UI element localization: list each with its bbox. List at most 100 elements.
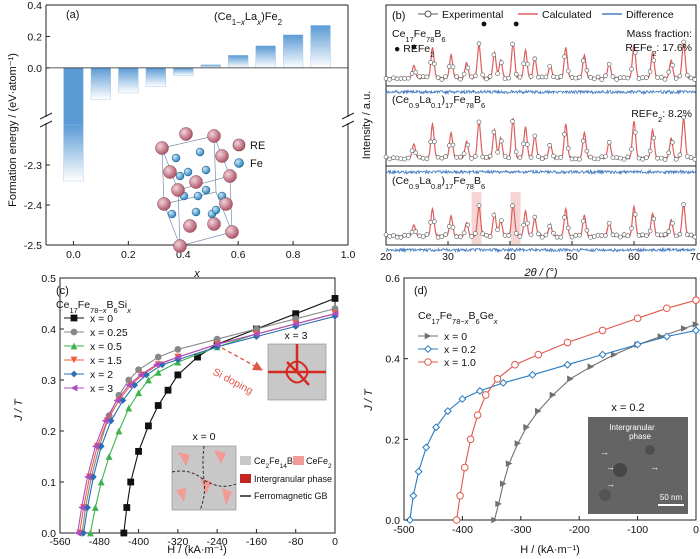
ytick-label: 0.0: [385, 515, 400, 527]
experimental-point: [432, 61, 437, 67]
experimental-point: [662, 232, 668, 237]
experimental-point: [610, 232, 616, 238]
legend-intergranular: Intergranular phase: [254, 474, 332, 484]
point-si-0.5: [144, 376, 152, 384]
point-ge-1.0: [692, 296, 700, 304]
panel-c-axes: -560 -480 -400 -320 -240 -160 -80 0 0.0 0.1 0.2 0.3…: [41, 273, 338, 548]
legend-marker: [70, 370, 78, 378]
experimental-point: [450, 142, 456, 148]
experimental-point: [610, 155, 616, 160]
experimental-point: [595, 74, 601, 80]
point-si-3: [78, 504, 86, 511]
point-si-2: [119, 397, 127, 404]
experimental-point: [651, 216, 657, 222]
experimental-point: [420, 74, 426, 79]
micrograph-arrow-3: →: [650, 462, 659, 472]
experimental-point: [647, 228, 653, 234]
legend-ferro-gb: Ferromagnetic GB: [254, 491, 328, 501]
experimental-point: [625, 154, 631, 160]
experimental-point: [383, 154, 389, 160]
panel-b-legend: Experimental Calculated Difference: [418, 9, 674, 21]
experimental-point: [398, 76, 404, 81]
experimental-curve-2: [385, 117, 696, 161]
experimental-point: [551, 74, 556, 79]
experimental-point: [491, 129, 497, 135]
panel-a-xlabel: x: [193, 268, 200, 280]
experimental-point: [432, 219, 437, 224]
point-ge-1.0: [493, 375, 502, 383]
experimental-point: [569, 156, 575, 162]
point-ge-0.2: [405, 515, 414, 525]
experimental-point: [499, 60, 504, 65]
point-si-0.5: [91, 504, 99, 511]
ytick-label: 0.5: [41, 273, 56, 285]
legend-marker: [423, 344, 433, 354]
experimental-point: [610, 74, 616, 80]
point-ge-0.2: [458, 394, 467, 404]
experimental-point: [692, 156, 698, 162]
experimental-point: [406, 233, 411, 238]
point-ge-1.0: [473, 411, 482, 419]
experimental-point: [424, 232, 430, 237]
experimental-point: [532, 214, 538, 220]
experimental-point: [547, 64, 552, 69]
point-si-0: [164, 386, 172, 394]
experimental-point: [666, 69, 672, 75]
panel-c-legend: x = 0 x = 0.25 x = 0.5 x = 1.5 x = 2 x = 3: [64, 313, 128, 395]
experimental-point: [428, 139, 433, 145]
experimental-point: [435, 154, 441, 160]
legend-calculated: Calculated: [542, 9, 592, 21]
point-si-3: [152, 361, 160, 369]
fe-atom: [183, 167, 193, 177]
point-ge-0: [505, 460, 513, 467]
experimental-point: [458, 234, 463, 240]
experimental-point: [428, 219, 433, 225]
experimental-point: [521, 222, 526, 228]
panel-b-ylabel: Intensity / a.u.: [361, 91, 373, 159]
experimental-point: [577, 232, 582, 238]
experimental-point: [458, 76, 463, 82]
point-si-0.5: [135, 389, 142, 397]
xtick-label: -100: [627, 524, 648, 536]
panel-b-axes: 20 30 40 50 60 70: [380, 241, 700, 263]
experimental-point: [547, 223, 552, 229]
point-ge-1.0: [534, 350, 543, 359]
experimental-point: [532, 133, 538, 139]
experimental-point: [387, 156, 393, 162]
point-si-2: [107, 417, 115, 425]
point-ge-0: [495, 500, 502, 508]
experimental-point: [439, 77, 445, 82]
experimental-point: [409, 71, 415, 76]
point-ge-0: [549, 391, 557, 399]
refe2-peak-marker: [411, 44, 417, 50]
xtick-label: 0: [693, 524, 699, 536]
point-ge-1.0: [663, 304, 671, 313]
experimental-point: [413, 69, 419, 75]
point-si-0.5: [115, 427, 123, 435]
ytick-label: 0.2: [41, 426, 56, 438]
experimental-point: [662, 157, 668, 162]
experimental-point: [521, 61, 526, 66]
point-ge-1.0: [460, 463, 469, 472]
experimental-point: [539, 156, 545, 162]
point-si-0: [194, 353, 201, 361]
fe-atom: [193, 191, 203, 201]
experimental-point: [595, 156, 601, 162]
panel-a-bars: [63, 25, 331, 182]
experimental-point: [536, 74, 541, 80]
point-si-3: [113, 397, 121, 404]
bar-x-0.5: [200, 64, 221, 69]
panel-d-curves: [405, 296, 700, 525]
point-si-0: [120, 529, 128, 537]
xtick-label: -500: [393, 524, 414, 536]
experimental-point: [673, 233, 679, 239]
point-ge-1.0: [563, 338, 572, 347]
experimental-point: [681, 39, 686, 45]
experimental-point: [435, 75, 441, 80]
point-si-2: [89, 473, 97, 481]
experimental-point: [539, 74, 545, 80]
experimental-point: [543, 232, 549, 238]
panel-c-frame: [59, 277, 336, 534]
panel-c-curves: [74, 295, 339, 537]
experimental-point: [655, 75, 660, 80]
